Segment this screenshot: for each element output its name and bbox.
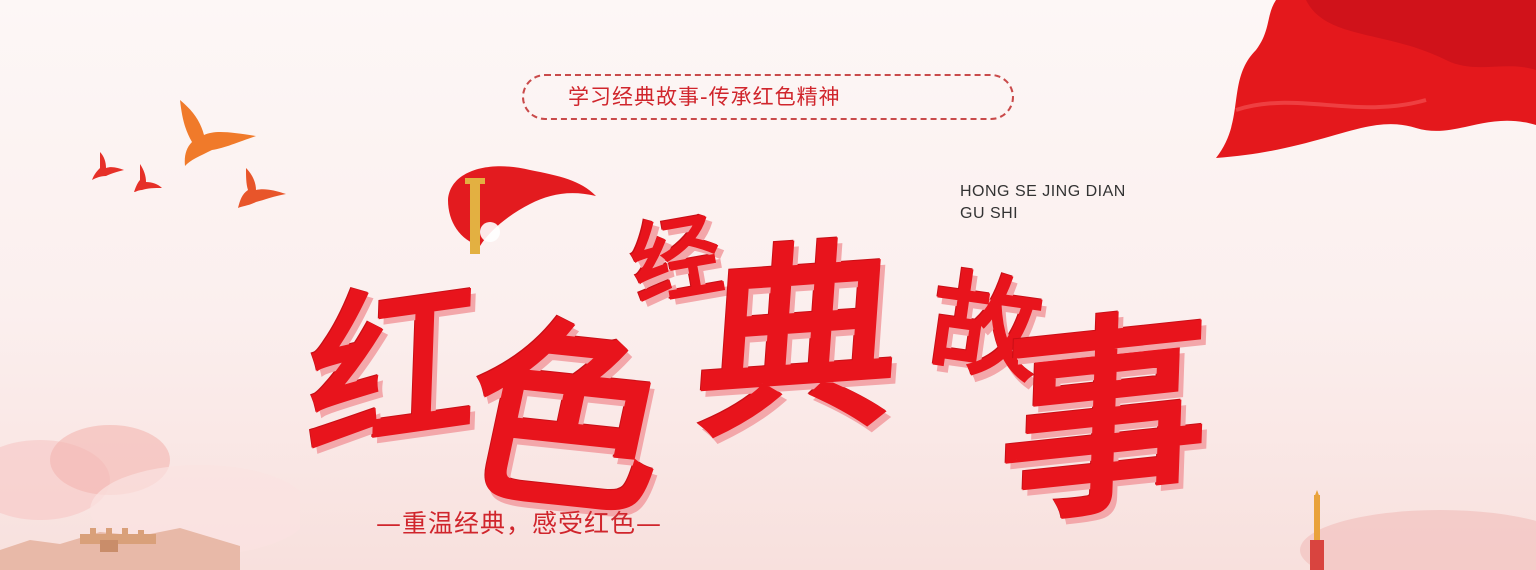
title-char-shi: 事 xyxy=(995,284,1214,556)
great-wall-illustration xyxy=(0,528,240,570)
slogan-banner: 学习经典故事-传承红色精神 xyxy=(522,74,1014,120)
subtitle: —重温经典，感受红色— xyxy=(376,509,663,538)
title-char-hong: 红 xyxy=(304,256,481,484)
title-char-dian: 典 xyxy=(690,217,907,468)
red-flag-icon xyxy=(1216,0,1536,158)
doves-icon xyxy=(92,100,286,208)
pinyin-line-2: GU SHI xyxy=(960,205,1019,222)
tower-illustration xyxy=(1300,490,1536,570)
emblem-icon xyxy=(448,166,596,254)
pinyin-caption: HONG SE JING DIAN GU SHI xyxy=(960,181,1126,225)
pinyin-line-1: HONG SE JING DIAN xyxy=(960,183,1126,200)
